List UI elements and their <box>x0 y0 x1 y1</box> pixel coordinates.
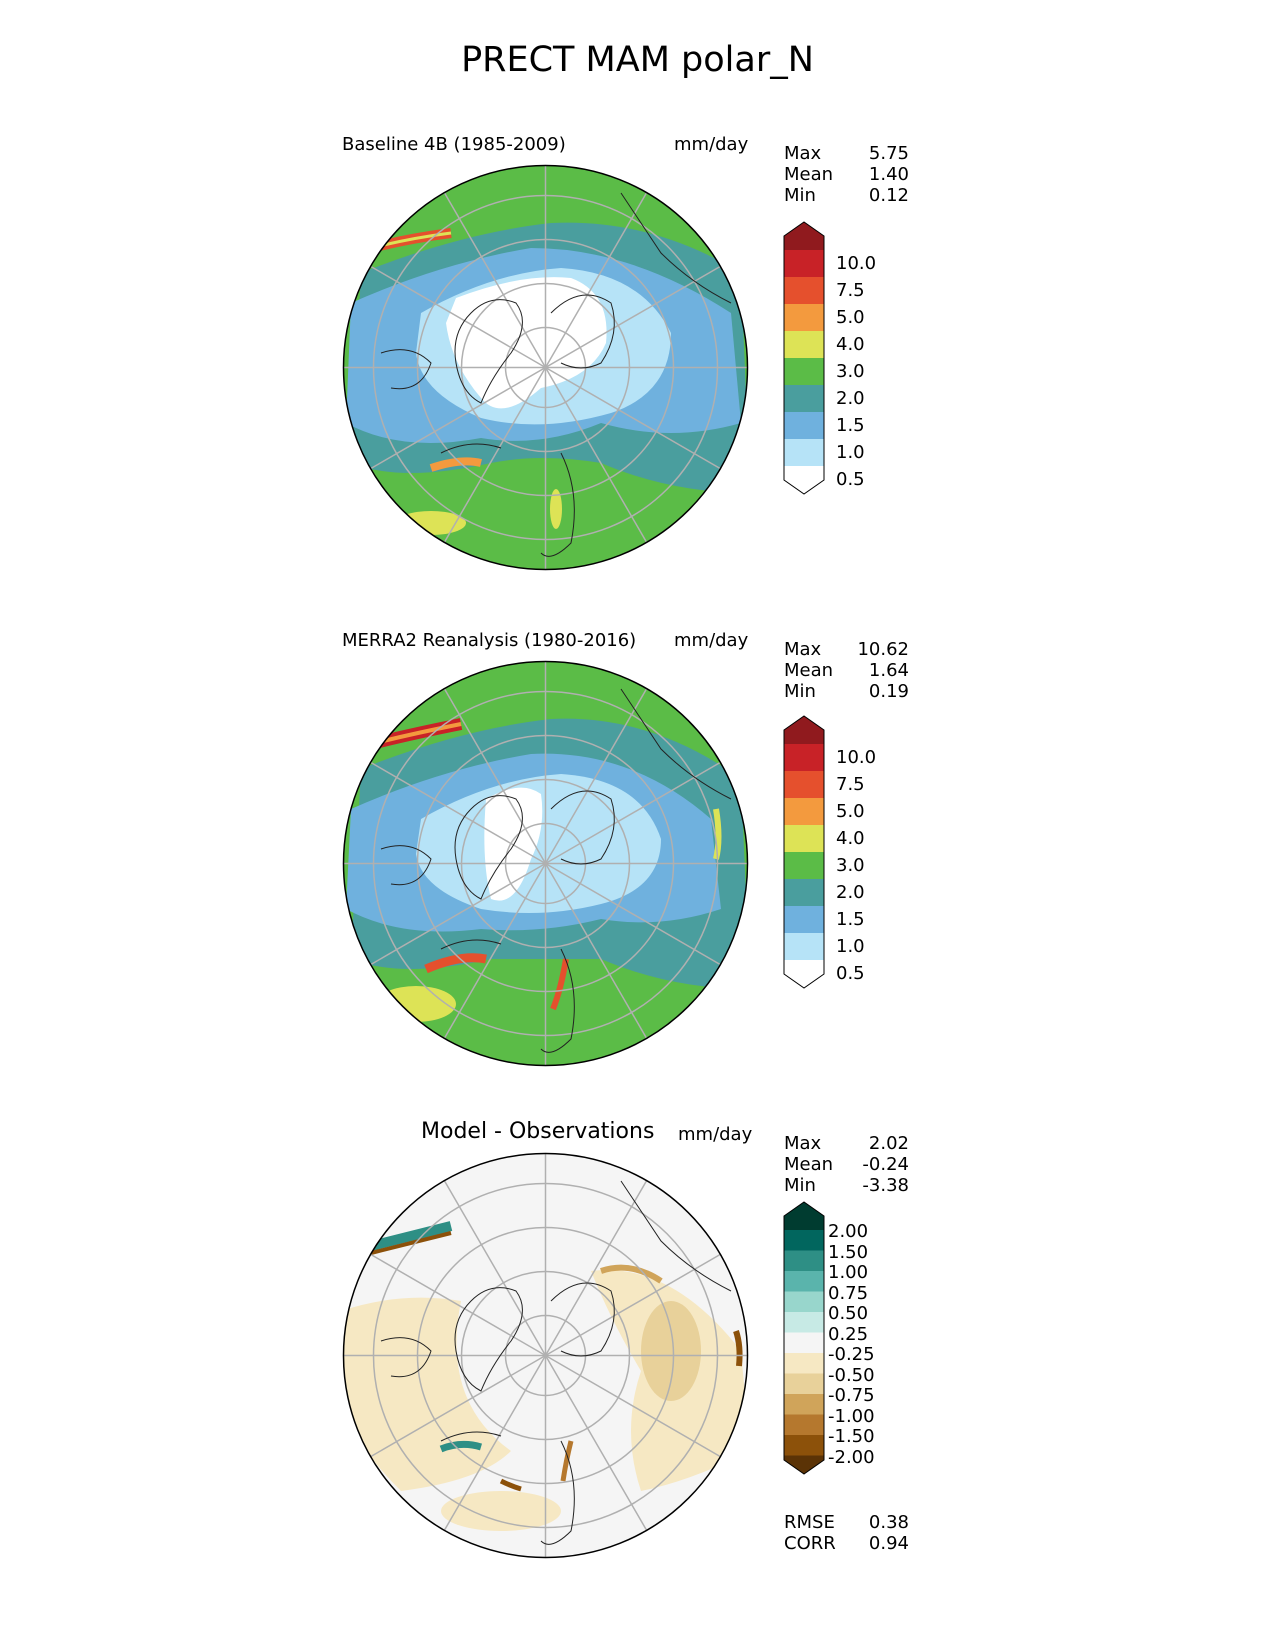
colorbar-extend-min <box>784 466 824 494</box>
stat-label: Min <box>784 1175 816 1196</box>
graticule <box>343 661 748 1066</box>
colorbar-tick-label: 3.0 <box>836 855 865 876</box>
stat-label: Min <box>784 185 816 206</box>
colorbar-tick-label: 1.0 <box>836 442 865 463</box>
stat-label: Max <box>784 1133 822 1154</box>
panel-3-polar-map <box>342 1152 749 1559</box>
panel-3-units: mm/day <box>678 1124 753 1145</box>
colorbar-tick-label: -0.75 <box>828 1385 875 1406</box>
panel-2-title: MERRA2 Reanalysis (1980-2016) <box>342 630 637 651</box>
colorbar-tick-label: -1.50 <box>828 1426 875 1447</box>
stat-label: CORR <box>784 1533 836 1554</box>
stat-label: Mean <box>784 660 834 681</box>
stat-label: RMSE <box>784 1512 835 1533</box>
graticule <box>343 165 748 570</box>
stat-value: 0.12 <box>868 185 909 206</box>
stat-label: Mean <box>784 164 834 185</box>
colorbar-tick-label: 5.0 <box>836 801 865 822</box>
stat-value: 5.75 <box>868 143 909 164</box>
coastlines <box>380 192 732 557</box>
colorbar-tick-label: 0.50 <box>828 1303 869 1324</box>
stat-label: Max <box>784 639 822 660</box>
colorbar-tick-label: 1.00 <box>828 1262 869 1283</box>
panel-2-polar-map <box>342 660 749 1067</box>
colorbar-tick-label: -0.50 <box>828 1364 875 1386</box>
colorbar-tick-label: 1.0 <box>836 936 865 957</box>
colorbar-tick-label: -0.25 <box>828 1344 875 1365</box>
stat-value: -3.38 <box>862 1175 909 1196</box>
colorbar-tick-label: 2.0 <box>836 882 865 903</box>
colorbar-extend-max <box>784 222 824 250</box>
stat-value: 0.38 <box>868 1512 909 1533</box>
panel-1-colorbar <box>783 221 825 495</box>
difference-band <box>369 1221 453 1251</box>
colorbar-extend-min <box>784 960 824 988</box>
colorbar-extend-max <box>784 716 824 744</box>
panel-1-stats: Max 5.75 Mean 1.40 Min 0.12 <box>784 143 909 206</box>
panel-3-stats: Max 2.02 Mean -0.24 Min -3.38 <box>784 1133 909 1196</box>
colorbar-tick-label: 0.75 <box>828 1282 869 1304</box>
panel-1-title: Baseline 4B (1985-2009) <box>342 134 566 155</box>
stat-label: Min <box>784 681 816 702</box>
map-outline <box>342 660 749 1067</box>
colorbar-extend-min <box>784 1455 824 1474</box>
stat-value: 1.64 <box>868 660 909 681</box>
panel-1-units: mm/day <box>674 134 749 155</box>
stat-value: 10.62 <box>857 639 909 660</box>
colorbar-tick-label: 0.5 <box>836 963 865 984</box>
map-outline <box>342 1152 749 1559</box>
colorbar-tick-label: 4.0 <box>836 334 865 355</box>
panel-2-units: mm/day <box>674 630 749 651</box>
stat-label: Mean <box>784 1154 834 1175</box>
colorbar-tick-label: 10.0 <box>836 253 877 274</box>
colorbar-tick-label: 4.0 <box>836 828 865 849</box>
colorbar-extend-max <box>784 1202 824 1230</box>
colorbar-tick-label: 10.0 <box>836 747 877 768</box>
map-fill-white <box>446 277 607 409</box>
colorbar-tick-label: 2.0 <box>836 388 865 409</box>
panel-1-polar-map <box>342 164 749 571</box>
panel-3-colorbar <box>783 1201 825 1475</box>
panel-2-stats: Max 10.62 Mean 1.64 Min 0.19 <box>784 639 909 702</box>
panel-2-colorbar <box>783 715 825 989</box>
colorbar-tick-label: 0.25 <box>828 1323 869 1345</box>
coastlines <box>380 688 732 1053</box>
stat-label: Max <box>784 143 822 164</box>
stat-value: -0.24 <box>862 1154 909 1175</box>
stat-value: 0.94 <box>868 1533 909 1554</box>
stat-value: 0.19 <box>868 681 909 702</box>
coastlines <box>380 1180 732 1545</box>
colorbar-tick-label: 7.5 <box>836 280 865 301</box>
stat-value: 2.02 <box>868 1133 909 1154</box>
colorbar-tick-label: -1.00 <box>828 1405 875 1427</box>
colorbar-tick-label: 0.5 <box>836 469 865 490</box>
colorbar-tick-label: 1.50 <box>828 1241 869 1263</box>
map-outline <box>342 164 749 571</box>
stat-value: 1.40 <box>868 164 909 185</box>
panel-3-error-stats: RMSE 0.38 CORR 0.94 <box>784 1512 909 1554</box>
colorbar-tick-label: 3.0 <box>836 361 865 382</box>
panel-3-title: Model - Observations <box>421 1119 655 1144</box>
colorbar-tick-label: -2.00 <box>828 1446 875 1468</box>
map-fill-light-blue <box>416 774 661 913</box>
colorbar-tick-label: 5.0 <box>836 307 865 328</box>
colorbar-tick-label: 1.5 <box>836 415 865 436</box>
colorbar-tick-label: 7.5 <box>836 774 865 795</box>
graticule <box>343 1153 748 1558</box>
colorbar-tick-label: 1.5 <box>836 909 865 930</box>
figure-title: PRECT MAM polar_N <box>461 40 814 80</box>
colorbar-tick-label: 2.00 <box>828 1221 869 1242</box>
